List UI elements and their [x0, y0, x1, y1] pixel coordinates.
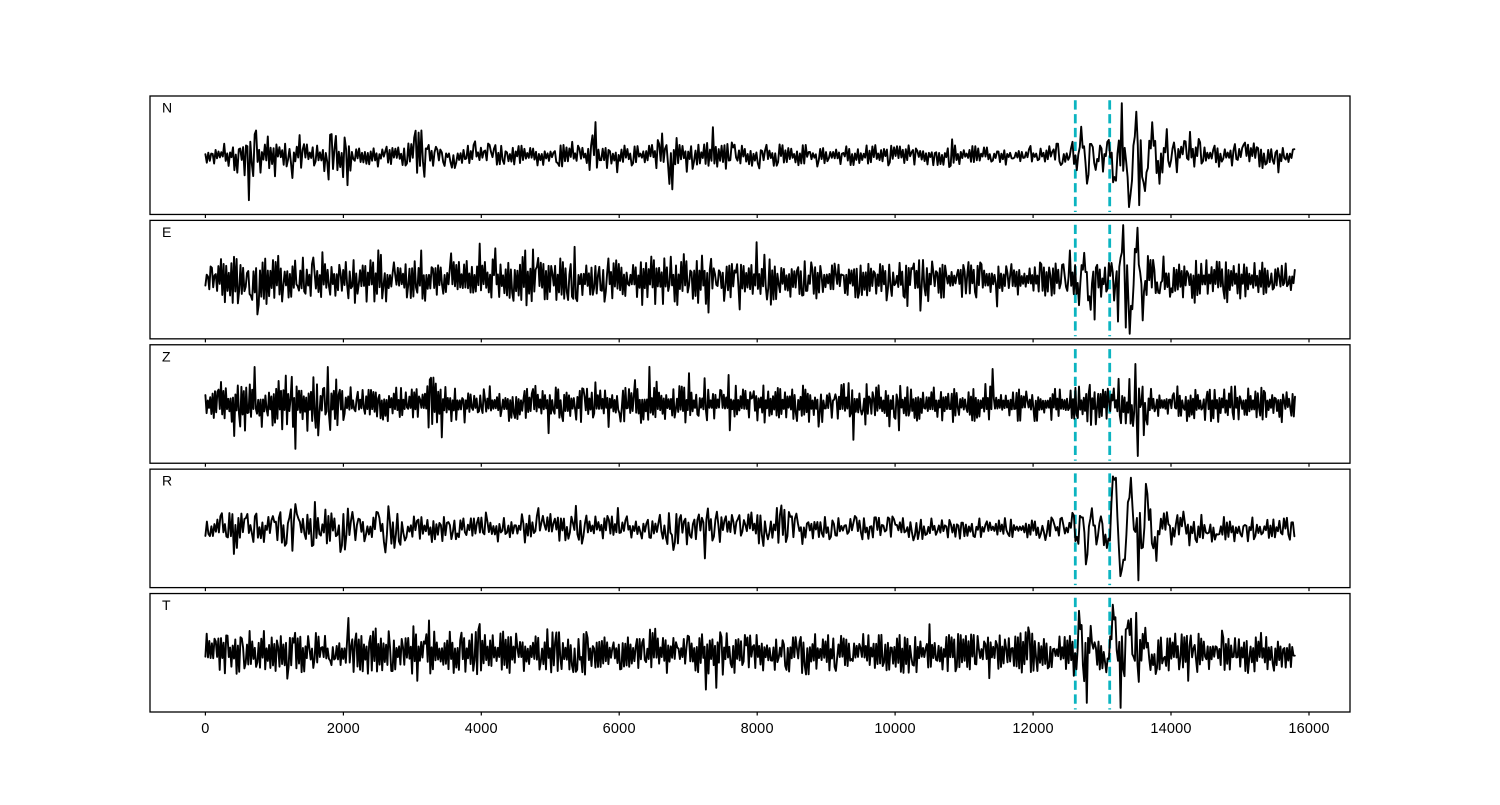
svg-text:R: R	[162, 473, 172, 489]
svg-text:16000: 16000	[1288, 721, 1329, 737]
svg-text:T: T	[162, 597, 171, 613]
svg-text:12000: 12000	[1012, 721, 1053, 737]
svg-text:6000: 6000	[603, 721, 636, 737]
svg-text:14000: 14000	[1150, 721, 1191, 737]
svg-text:0: 0	[201, 721, 209, 737]
svg-text:10000: 10000	[874, 721, 915, 737]
svg-text:Z: Z	[162, 348, 171, 364]
svg-text:8000: 8000	[741, 721, 774, 737]
svg-text:4000: 4000	[465, 721, 498, 737]
svg-text:2000: 2000	[327, 721, 360, 737]
svg-text:N: N	[162, 100, 172, 116]
svg-text:E: E	[162, 224, 171, 240]
